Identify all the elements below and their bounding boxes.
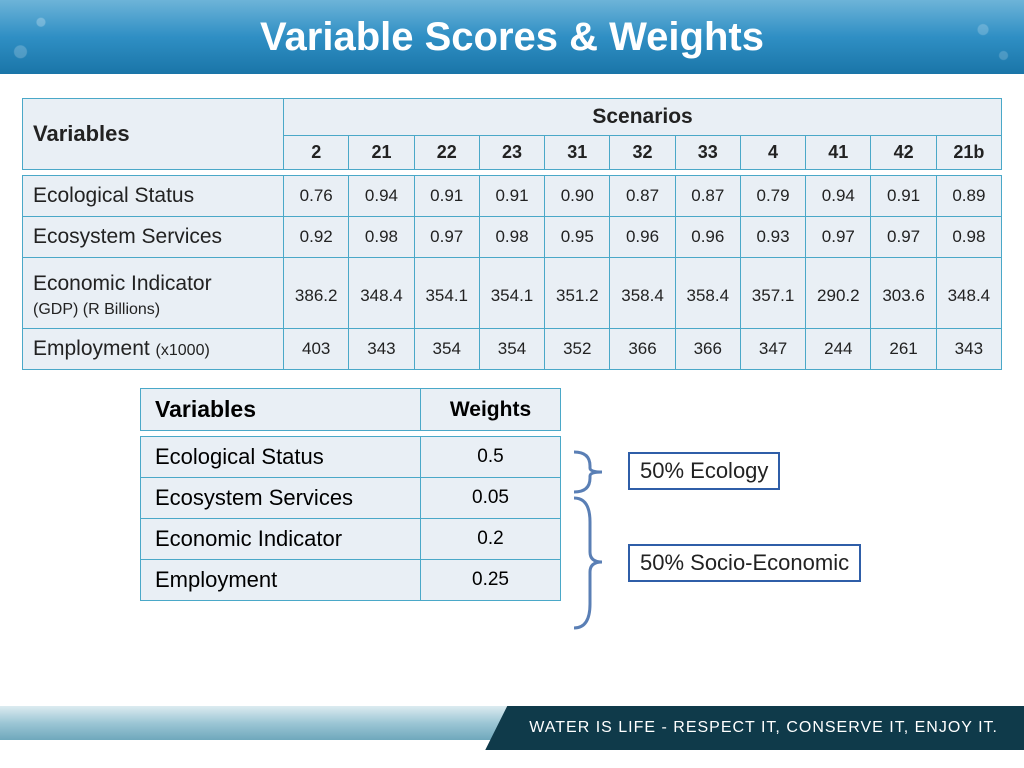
scores-cell: 0.87 xyxy=(610,176,675,217)
scores-row: Ecosystem Services0.920.980.970.980.950.… xyxy=(23,217,1002,258)
bracket-ecology xyxy=(572,448,618,496)
scores-cell: 244 xyxy=(806,329,871,370)
scenario-column-header: 2 xyxy=(284,136,349,170)
slide-title: Variable Scores & Weights xyxy=(260,15,764,60)
scores-row-label: Ecological Status xyxy=(23,176,284,217)
scores-cell: 0.91 xyxy=(414,176,479,217)
scores-cell: 0.95 xyxy=(545,217,610,258)
scores-cell: 0.97 xyxy=(806,217,871,258)
weights-value: 0.25 xyxy=(421,560,561,601)
scenario-column-header: 22 xyxy=(414,136,479,170)
scores-cell: 343 xyxy=(349,329,414,370)
scores-cell: 0.79 xyxy=(740,176,805,217)
scores-cell: 354 xyxy=(414,329,479,370)
scenario-column-header: 23 xyxy=(479,136,544,170)
scores-variables-header: Variables xyxy=(23,99,284,170)
weights-row: Ecological Status0.5 xyxy=(141,437,561,478)
annotation-socio-economic: 50% Socio-Economic xyxy=(628,544,861,582)
scores-cell: 0.96 xyxy=(610,217,675,258)
scores-row-label: Ecosystem Services xyxy=(23,217,284,258)
scores-cell: 348.4 xyxy=(936,258,1001,329)
scores-cell: 0.76 xyxy=(284,176,349,217)
scores-cell: 0.91 xyxy=(871,176,936,217)
scores-cell: 0.90 xyxy=(545,176,610,217)
scores-cell: 0.96 xyxy=(675,217,740,258)
scores-cell: 290.2 xyxy=(806,258,871,329)
scores-cell: 347 xyxy=(740,329,805,370)
scores-cell: 0.91 xyxy=(479,176,544,217)
scores-cell: 354.1 xyxy=(479,258,544,329)
scores-cell: 357.1 xyxy=(740,258,805,329)
scores-cell: 354.1 xyxy=(414,258,479,329)
weights-weights-header: Weights xyxy=(421,389,561,431)
weights-row-label: Ecological Status xyxy=(141,437,421,478)
annotation-ecology: 50% Ecology xyxy=(628,452,780,490)
scores-cell: 348.4 xyxy=(349,258,414,329)
scenario-column-header: 21 xyxy=(349,136,414,170)
scores-row-label: Employment (x1000) xyxy=(23,329,284,370)
scenario-column-header: 21b xyxy=(936,136,1001,170)
scenario-column-header: 32 xyxy=(610,136,675,170)
weights-row: Ecosystem Services0.05 xyxy=(141,478,561,519)
scenario-column-header: 31 xyxy=(545,136,610,170)
scores-cell: 352 xyxy=(545,329,610,370)
scenario-column-header: 33 xyxy=(675,136,740,170)
scores-cell: 366 xyxy=(675,329,740,370)
scores-cell: 358.4 xyxy=(610,258,675,329)
scores-cell: 0.98 xyxy=(349,217,414,258)
weights-value: 0.2 xyxy=(421,519,561,560)
scores-row-label: Economic Indicator(GDP) (R Billions) xyxy=(23,258,284,329)
scenario-column-header: 4 xyxy=(740,136,805,170)
scores-cell: 303.6 xyxy=(871,258,936,329)
scores-row: Economic Indicator(GDP) (R Billions)386.… xyxy=(23,258,1002,329)
weights-value: 0.5 xyxy=(421,437,561,478)
scores-cell: 358.4 xyxy=(675,258,740,329)
bracket-socio-economic xyxy=(572,492,618,634)
scores-cell: 343 xyxy=(936,329,1001,370)
scores-cell: 0.97 xyxy=(871,217,936,258)
weights-row-label: Economic Indicator xyxy=(141,519,421,560)
weights-row-label: Employment xyxy=(141,560,421,601)
scores-cell: 366 xyxy=(610,329,675,370)
scores-cell: 0.94 xyxy=(806,176,871,217)
scores-scenarios-header: Scenarios xyxy=(284,99,1002,136)
weights-table: Variables Weights Ecological Status0.5Ec… xyxy=(140,388,561,601)
scores-cell: 0.98 xyxy=(936,217,1001,258)
slide-header: Variable Scores & Weights xyxy=(0,0,1024,74)
weights-row-label: Ecosystem Services xyxy=(141,478,421,519)
scores-row: Ecological Status0.760.940.910.910.900.8… xyxy=(23,176,1002,217)
weights-row: Economic Indicator0.2 xyxy=(141,519,561,560)
scores-cell: 0.98 xyxy=(479,217,544,258)
scores-row: Employment (x1000)4033433543543523663663… xyxy=(23,329,1002,370)
scores-cell: 351.2 xyxy=(545,258,610,329)
scores-cell: 386.2 xyxy=(284,258,349,329)
scores-cell: 0.97 xyxy=(414,217,479,258)
scenario-column-header: 41 xyxy=(806,136,871,170)
scenario-column-header: 42 xyxy=(871,136,936,170)
scores-table: Variables Scenarios 22122233132334414221… xyxy=(22,98,1002,370)
weights-variables-header: Variables xyxy=(141,389,421,431)
scores-cell: 0.92 xyxy=(284,217,349,258)
scores-cell: 0.89 xyxy=(936,176,1001,217)
scores-cell: 403 xyxy=(284,329,349,370)
scores-cell: 0.87 xyxy=(675,176,740,217)
weights-section: Variables Weights Ecological Status0.5Ec… xyxy=(140,388,561,601)
weights-row: Employment0.25 xyxy=(141,560,561,601)
footer-tagline: WATER IS LIFE - RESPECT IT, CONSERVE IT,… xyxy=(485,706,1024,750)
scores-cell: 354 xyxy=(479,329,544,370)
scores-cell: 0.93 xyxy=(740,217,805,258)
scores-cell: 261 xyxy=(871,329,936,370)
scores-cell: 0.94 xyxy=(349,176,414,217)
weights-value: 0.05 xyxy=(421,478,561,519)
